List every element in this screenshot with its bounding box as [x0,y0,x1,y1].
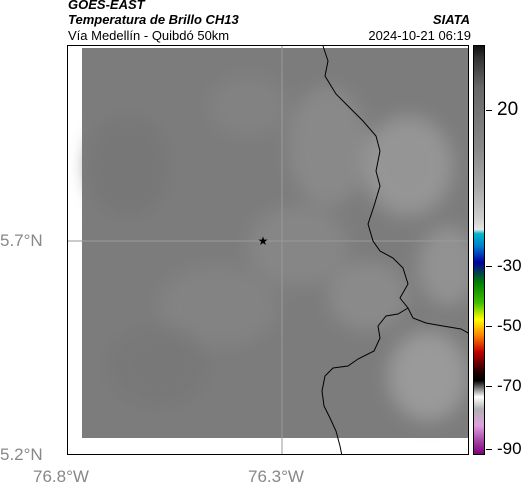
route-label: Vía Medellín - Quibdó 50km [68,28,230,43]
colorbar-tick-label: -30 [497,256,522,275]
satellite-map: ★ [67,45,469,455]
border-line-south [321,307,409,454]
lat-label: 5.2°N [0,445,43,464]
lon-label: 76.3°W [248,467,304,486]
border-line-east [322,46,468,334]
datetime-label: 2024-10-21 06:19 [368,28,471,43]
colorbar-tick [486,326,492,327]
colorbar-tick [486,386,492,387]
map-canvas: ★ [68,46,468,454]
product-title: Temperatura de Brillo CH13 [68,12,239,27]
colorbar-tick [486,266,492,267]
colorbar-tick-label: -90 [497,439,522,458]
cloud-texture [88,76,468,421]
colorbar-tick [486,449,492,450]
lon-label: 76.8°W [33,467,89,486]
colorbar-tick-label: 20 [497,99,519,120]
source-label: SIATA [432,12,470,27]
satellite-title: GOES-EAST [68,0,145,12]
star-icon: ★ [258,234,269,248]
colorbar-tick [486,110,492,111]
lat-label: 5.7°N [0,231,43,250]
colorbar-tick-label: -70 [497,376,522,395]
temperature-colorbar [473,45,485,455]
colorbar-tick-label: -50 [497,316,522,335]
